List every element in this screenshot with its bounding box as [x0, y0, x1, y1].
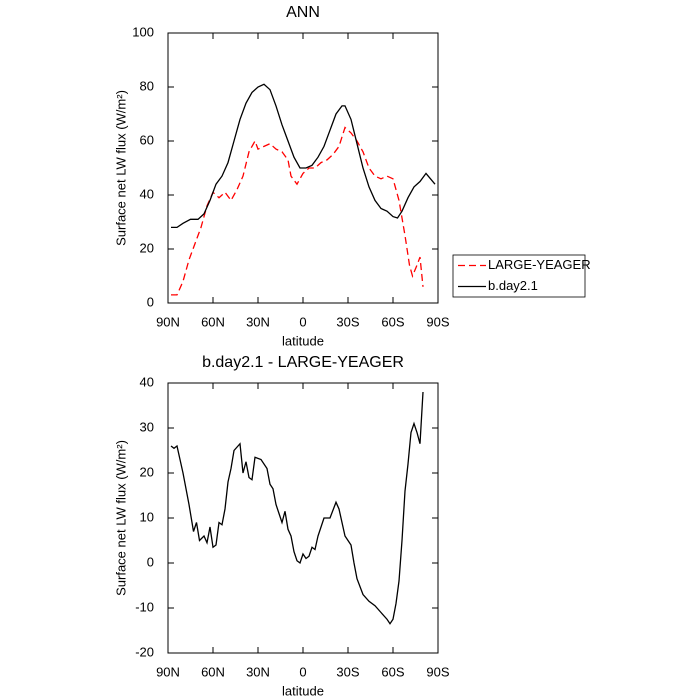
x-axis-label: latitude: [282, 333, 324, 348]
x-tick-label: 60N: [201, 314, 225, 329]
y-axis-label: Surface net LW flux (W/m²): [113, 90, 128, 246]
x-tick-label: 30S: [336, 664, 359, 679]
y-tick-label: 80: [140, 78, 154, 93]
data-line: [171, 83, 436, 229]
y-tick-label: 10: [140, 509, 154, 524]
x-tick-label: 30N: [246, 664, 270, 679]
y-tick-label: 40: [140, 374, 154, 389]
x-tick-label: 90N: [156, 664, 180, 679]
y-tick-label: 20: [140, 240, 154, 255]
y-tick-label: 100: [132, 24, 154, 39]
legend-label: b.day2.1: [488, 278, 538, 293]
legend-box: [452, 254, 586, 298]
x-tick-label: 90N: [156, 314, 180, 329]
x-tick-label: 60S: [381, 664, 404, 679]
y-tick-label: 60: [140, 132, 154, 147]
plot-frame: [167, 382, 439, 654]
x-tick-label: 90S: [426, 314, 449, 329]
x-tick-label: 30N: [246, 314, 270, 329]
plot-frame: [167, 32, 439, 304]
y-tick-label: 0: [147, 554, 154, 569]
y-tick-label: -10: [135, 599, 154, 614]
chart-title: b.day2.1 - LARGE-YEAGER: [202, 354, 404, 371]
x-tick-label: 30S: [336, 314, 359, 329]
y-tick-label: 0: [147, 294, 154, 309]
data-line: [171, 126, 424, 296]
chart-title: ANN: [286, 4, 320, 21]
x-tick-label: 60N: [201, 664, 225, 679]
x-tick-label: 0: [299, 664, 306, 679]
y-tick-label: 20: [140, 464, 154, 479]
y-tick-label: -20: [135, 644, 154, 659]
data-line: [170, 391, 424, 625]
y-tick-label: 30: [140, 419, 154, 434]
x-tick-label: 0: [299, 314, 306, 329]
x-tick-label: 90S: [426, 664, 449, 679]
x-axis-label: latitude: [282, 683, 324, 698]
x-tick-label: 60S: [381, 314, 404, 329]
y-tick-label: 40: [140, 186, 154, 201]
y-axis-label: Surface net LW flux (W/m²): [113, 440, 128, 596]
legend-label: LARGE-YEAGER: [488, 257, 591, 272]
